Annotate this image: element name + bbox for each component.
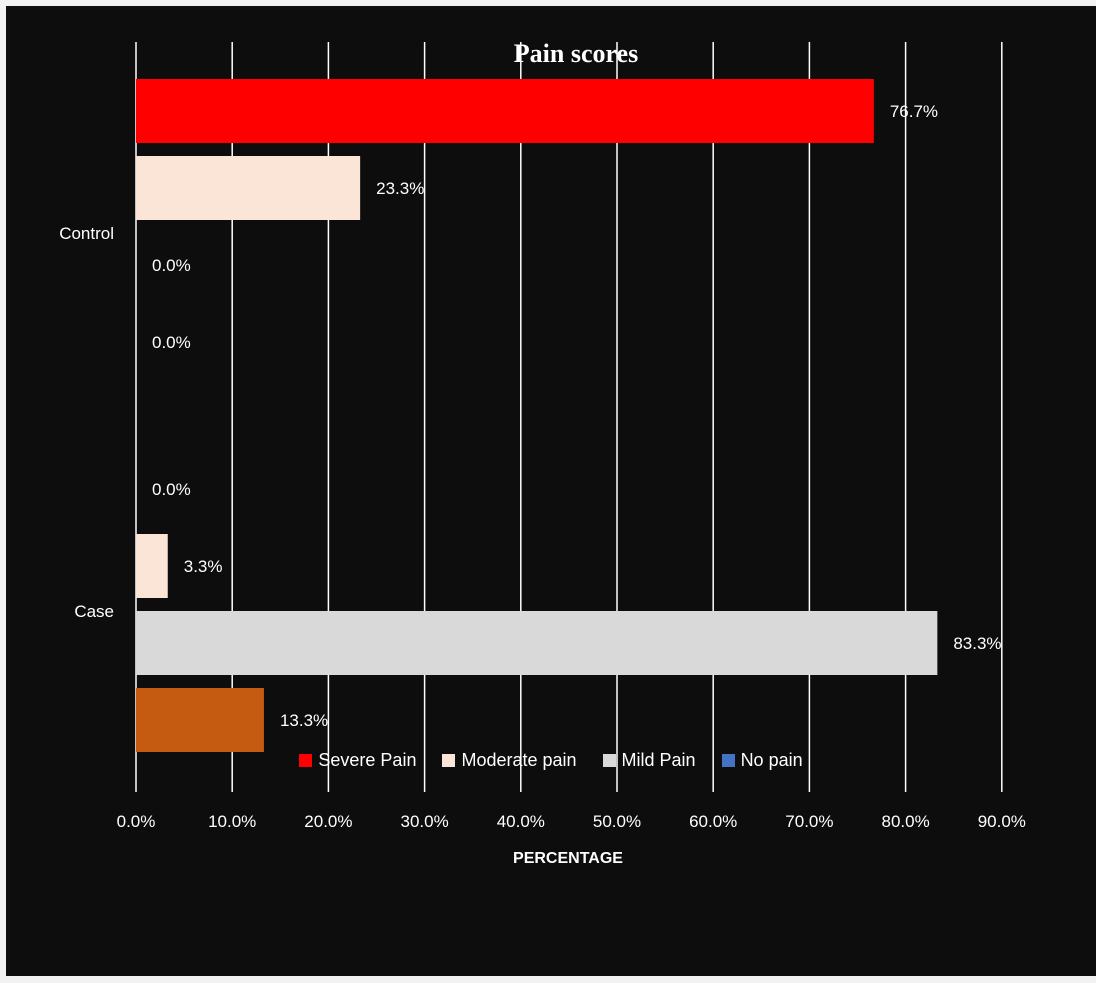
x-tick-label: 40.0% (497, 812, 545, 831)
chart-area: 0.0% 10.0% 20.0% 30.0% 40.0% 50.0% 60.0% 70.0% 8… (6, 6, 1096, 976)
legend-label: Moderate pain (461, 750, 577, 770)
legend-label: No pain (740, 750, 803, 770)
data-label: 13.3% (280, 711, 328, 730)
data-label: 83.3% (953, 634, 1001, 653)
x-tick-label: 10.0% (208, 812, 256, 831)
legend-item: Severe Pain (299, 750, 416, 771)
x-tick-label: 90.0% (978, 812, 1026, 831)
data-label: 23.3% (376, 179, 424, 198)
legend-swatch (299, 754, 313, 767)
legend-swatch (442, 754, 456, 767)
data-label: 76.7% (890, 102, 938, 121)
chart-title: Pain scores (514, 39, 638, 68)
data-label: 0.0% (152, 333, 191, 352)
data-label: 0.0% (152, 256, 191, 275)
data-label: 3.3% (184, 557, 223, 576)
bar-layer (136, 79, 938, 752)
x-axis-title: PERCENTAGE (513, 850, 623, 867)
bar (136, 534, 168, 598)
data-label: 0.0% (152, 480, 191, 499)
bar (136, 688, 264, 752)
bar (136, 156, 361, 220)
bar (136, 611, 938, 675)
x-tick-label: 20.0% (304, 812, 352, 831)
legend-item: Mild Pain (602, 750, 696, 771)
legend-swatch (602, 754, 616, 767)
legend-label: Mild Pain (621, 750, 696, 770)
grid-layer (135, 42, 1003, 792)
chart-svg: 0.0% 10.0% 20.0% 30.0% 40.0% 50.0% 60.0% 70.0% 8… (59, 39, 1026, 867)
x-tick-label: 70.0% (785, 812, 833, 831)
category-label: Control (59, 224, 114, 243)
legend-item: No pain (721, 750, 803, 771)
legend-item: Moderate pain (442, 750, 577, 771)
x-tick-label: 0.0% (117, 812, 156, 831)
x-tick-label: 80.0% (881, 812, 929, 831)
category-label: Case (74, 602, 114, 621)
legend-swatch (721, 754, 735, 767)
x-tick-label: 50.0% (593, 812, 641, 831)
label-layer: 0.0% 10.0% 20.0% 30.0% 40.0% 50.0% 60.0% 70.0% 8… (59, 102, 1026, 831)
legend-label: Severe Pain (318, 750, 417, 770)
legend: Severe Pain Moderate pain Mild Pain No pain (6, 750, 1096, 771)
x-tick-label: 30.0% (400, 812, 448, 831)
bar (136, 79, 874, 143)
x-tick-label: 60.0% (689, 812, 737, 831)
